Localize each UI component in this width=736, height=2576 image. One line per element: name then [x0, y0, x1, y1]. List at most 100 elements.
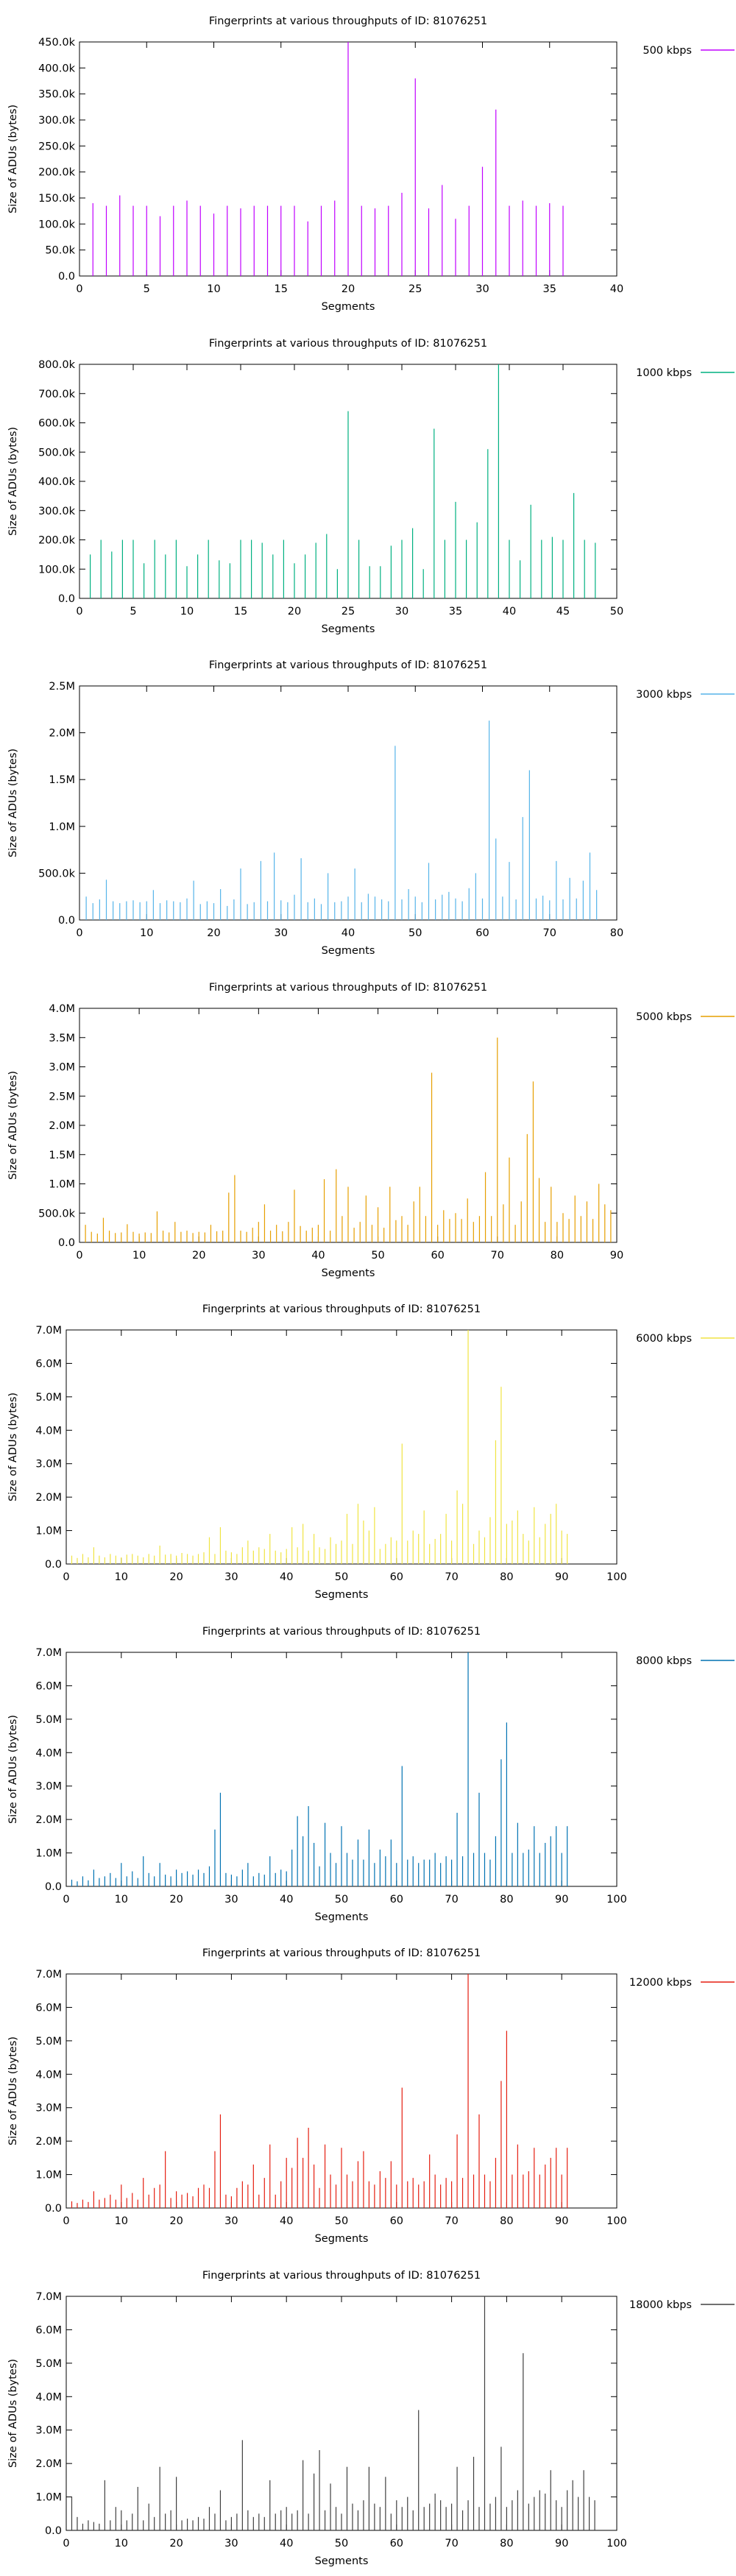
x-axis-label: Segments	[315, 2233, 369, 2245]
x-tick-label: 100	[606, 1571, 627, 1583]
y-tick-label: 4.0M	[35, 2069, 62, 2081]
y-tick-label: 0.0	[45, 1881, 62, 1893]
x-tick-label: 30	[224, 1571, 238, 1583]
y-tick-label: 7.0M	[35, 1325, 62, 1337]
y-axis-label: Size of ADUs (bytes)	[7, 2037, 19, 2145]
y-tick-label: 300.0k	[38, 115, 76, 127]
x-tick-label: 50	[335, 2215, 348, 2227]
y-tick-label: 1.0M	[35, 2170, 62, 2182]
y-tick-label: 2.0M	[35, 1814, 62, 1826]
series-bars	[92, 42, 564, 276]
x-tick-label: 50	[371, 1250, 384, 1262]
x-tick-label: 60	[431, 1250, 444, 1262]
series-bars	[71, 2296, 595, 2530]
x-tick-label: 25	[342, 606, 355, 618]
series-bars	[71, 1974, 568, 2208]
x-tick-label: 30	[224, 1894, 238, 1906]
y-axis-label: Size of ADUs (bytes)	[7, 749, 19, 857]
x-tick-label: 50	[408, 927, 422, 939]
x-tick-label: 30	[224, 2538, 238, 2550]
y-tick-label: 250.0k	[38, 141, 76, 152]
x-tick-label: 0	[76, 283, 82, 295]
x-tick-label: 15	[234, 606, 247, 618]
x-tick-label: 90	[610, 1250, 623, 1262]
y-tick-label: 500.0k	[38, 1208, 76, 1220]
y-tick-label: 0.0	[45, 2203, 62, 2215]
y-tick-label: 4.0M	[35, 1747, 62, 1759]
y-tick-label: 0.0	[45, 1559, 62, 1571]
y-tick-label: 0.0	[58, 271, 75, 283]
y-tick-label: 3.0M	[49, 1062, 75, 1074]
y-tick-label: 100.0k	[38, 219, 76, 230]
y-tick-label: 4.0M	[49, 1003, 75, 1015]
x-tick-label: 15	[275, 283, 288, 295]
chart-panel-1: Fingerprints at various throughputs of I…	[0, 322, 736, 644]
x-tick-label: 10	[115, 2538, 128, 2550]
x-tick-label: 90	[555, 1894, 568, 1906]
series-bars	[71, 1652, 568, 1886]
y-tick-label: 3.0M	[35, 1459, 62, 1471]
x-tick-label: 60	[475, 927, 489, 939]
legend-label: 6000 kbps	[636, 1333, 692, 1345]
y-tick-label: 350.0k	[38, 89, 76, 101]
x-tick-label: 40	[503, 606, 516, 618]
x-tick-label: 40	[280, 1894, 293, 1906]
y-tick-label: 6.0M	[35, 1358, 62, 1370]
x-tick-label: 80	[610, 927, 623, 939]
series-bars	[85, 721, 598, 920]
x-tick-label: 40	[342, 927, 355, 939]
chart-title: Fingerprints at various throughputs of I…	[202, 1303, 481, 1315]
y-tick-label: 7.0M	[35, 2291, 62, 2303]
y-tick-label: 4.0M	[35, 1425, 62, 1437]
x-tick-label: 40	[610, 283, 623, 295]
y-tick-label: 4.0M	[35, 2391, 62, 2403]
plot-frame	[79, 685, 618, 921]
y-tick-label: 0.0	[58, 915, 75, 927]
chart-title: Fingerprints at various throughputs of I…	[209, 982, 487, 994]
x-tick-label: 35	[449, 606, 462, 618]
x-tick-label: 30	[224, 2215, 238, 2227]
chart-panel-5: Fingerprints at various throughputs of I…	[0, 1610, 736, 1932]
y-tick-label: 3.0M	[35, 2425, 62, 2437]
x-tick-label: 0	[63, 1894, 69, 1906]
x-tick-label: 60	[390, 2215, 403, 2227]
chart-svg-1: Fingerprints at various throughputs of I…	[7, 338, 735, 635]
x-tick-label: 50	[610, 606, 623, 618]
x-tick-label: 5	[144, 283, 150, 295]
x-tick-label: 70	[491, 1250, 504, 1262]
y-tick-label: 600.0k	[38, 418, 76, 430]
series-bars	[89, 364, 596, 598]
y-tick-label: 2.0M	[35, 2136, 62, 2148]
chart-title: Fingerprints at various throughputs of I…	[209, 659, 487, 671]
y-tick-label: 6.0M	[35, 2324, 62, 2336]
x-tick-label: 10	[180, 606, 194, 618]
x-tick-label: 20	[169, 2215, 183, 2227]
x-tick-label: 0	[63, 2538, 69, 2550]
legend-label: 1000 kbps	[636, 367, 692, 379]
y-tick-label: 50.0k	[45, 245, 75, 257]
x-tick-label: 20	[169, 2538, 183, 2550]
y-tick-label: 100.0k	[38, 564, 76, 576]
y-tick-label: 450.0k	[38, 37, 76, 49]
x-tick-label: 30	[275, 927, 288, 939]
x-tick-label: 100	[606, 1894, 627, 1906]
x-tick-label: 0	[63, 1571, 69, 1583]
plot-frame	[66, 2296, 618, 2531]
chart-panel-3: Fingerprints at various throughputs of I…	[0, 966, 736, 1288]
x-tick-label: 30	[395, 606, 408, 618]
chart-title: Fingerprints at various throughputs of I…	[202, 2270, 481, 2282]
y-tick-label: 400.0k	[38, 476, 76, 488]
x-tick-label: 70	[445, 2538, 458, 2550]
x-tick-label: 50	[335, 1894, 348, 1906]
y-tick-label: 800.0k	[38, 359, 76, 371]
y-tick-label: 5.0M	[35, 1714, 62, 1726]
y-tick-label: 3.5M	[49, 1033, 75, 1044]
x-axis-label: Segments	[322, 945, 375, 957]
x-tick-label: 35	[543, 283, 556, 295]
y-tick-label: 2.0M	[49, 1120, 75, 1132]
y-tick-label: 2.5M	[49, 1091, 75, 1103]
chart-svg-7: Fingerprints at various throughputs of I…	[7, 2270, 735, 2567]
y-tick-label: 1.0M	[49, 821, 75, 833]
x-tick-label: 20	[192, 1250, 205, 1262]
legend-label: 500 kbps	[643, 45, 692, 57]
